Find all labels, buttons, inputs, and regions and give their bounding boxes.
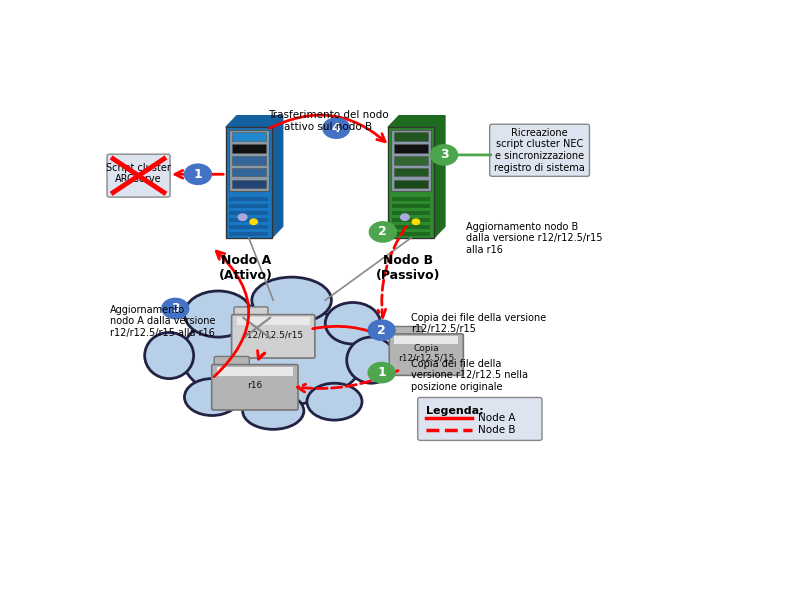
FancyBboxPatch shape: [229, 197, 268, 201]
Text: 1: 1: [194, 168, 202, 181]
FancyBboxPatch shape: [392, 211, 431, 214]
FancyBboxPatch shape: [236, 317, 310, 325]
FancyBboxPatch shape: [392, 225, 431, 229]
Ellipse shape: [243, 392, 304, 429]
Ellipse shape: [184, 379, 239, 416]
Text: 3: 3: [171, 302, 179, 315]
Text: Trasferimento del nodo
attivo sul nodo B: Trasferimento del nodo attivo sul nodo B: [268, 110, 389, 132]
Ellipse shape: [182, 305, 365, 406]
Circle shape: [431, 145, 457, 165]
FancyBboxPatch shape: [231, 314, 315, 358]
Text: r12/r12.5/r15: r12/r12.5/r15: [243, 331, 303, 340]
Text: 2: 2: [378, 323, 386, 337]
FancyBboxPatch shape: [394, 168, 428, 177]
Polygon shape: [226, 116, 283, 127]
Ellipse shape: [252, 277, 332, 323]
Polygon shape: [434, 116, 445, 238]
FancyBboxPatch shape: [394, 132, 428, 141]
FancyBboxPatch shape: [229, 225, 268, 229]
FancyBboxPatch shape: [229, 129, 269, 192]
FancyBboxPatch shape: [232, 144, 265, 153]
Ellipse shape: [307, 383, 362, 420]
Text: r16: r16: [247, 381, 262, 390]
FancyBboxPatch shape: [392, 218, 431, 222]
Text: Copia
r12/r12.5/15: Copia r12/r12.5/15: [398, 344, 454, 363]
Text: Nodo A
(Attivo): Nodo A (Attivo): [219, 254, 273, 282]
Circle shape: [250, 219, 258, 225]
Ellipse shape: [145, 332, 194, 379]
FancyBboxPatch shape: [392, 204, 431, 208]
Text: 3: 3: [440, 149, 449, 161]
Circle shape: [323, 118, 350, 138]
FancyBboxPatch shape: [232, 168, 265, 177]
Circle shape: [412, 219, 419, 225]
FancyBboxPatch shape: [216, 367, 293, 376]
Circle shape: [368, 362, 395, 383]
Circle shape: [368, 320, 395, 340]
Text: Node A: Node A: [478, 413, 516, 423]
FancyBboxPatch shape: [394, 144, 428, 153]
Text: Nodo B
(Passivo): Nodo B (Passivo): [376, 254, 440, 282]
FancyBboxPatch shape: [212, 365, 298, 410]
FancyBboxPatch shape: [394, 336, 458, 344]
FancyBboxPatch shape: [229, 218, 268, 222]
Text: Aggiornamento nodo B
dalla versione r12/r12.5/r15
alla r16: Aggiornamento nodo B dalla versione r12/…: [466, 222, 603, 255]
FancyBboxPatch shape: [229, 232, 268, 235]
Ellipse shape: [325, 302, 381, 344]
FancyBboxPatch shape: [234, 307, 268, 318]
FancyBboxPatch shape: [389, 334, 464, 376]
Text: Aggiornamento
nodo A dalla versione
r12/r12.5/r15 alla r16: Aggiornamento nodo A dalla versione r12/…: [110, 305, 215, 338]
Text: 2: 2: [378, 225, 387, 238]
FancyBboxPatch shape: [392, 232, 431, 235]
FancyBboxPatch shape: [232, 180, 265, 188]
FancyBboxPatch shape: [392, 197, 431, 201]
FancyBboxPatch shape: [107, 154, 170, 197]
FancyBboxPatch shape: [391, 129, 431, 192]
FancyBboxPatch shape: [394, 180, 428, 188]
Polygon shape: [388, 116, 445, 127]
FancyBboxPatch shape: [394, 156, 428, 165]
FancyBboxPatch shape: [229, 204, 268, 208]
FancyBboxPatch shape: [226, 127, 272, 238]
FancyBboxPatch shape: [392, 326, 422, 338]
Circle shape: [185, 164, 212, 184]
Text: 4: 4: [332, 122, 340, 135]
Polygon shape: [272, 116, 283, 238]
Circle shape: [370, 222, 397, 242]
FancyBboxPatch shape: [229, 211, 268, 214]
Text: Script cluster
ARCserve: Script cluster ARCserve: [106, 162, 171, 184]
Circle shape: [162, 298, 189, 319]
FancyBboxPatch shape: [490, 124, 589, 176]
FancyBboxPatch shape: [214, 356, 249, 368]
Text: Copia dei file della versione
r12/r12.5/r15: Copia dei file della versione r12/r12.5/…: [411, 313, 546, 334]
Ellipse shape: [347, 337, 396, 383]
FancyBboxPatch shape: [418, 398, 542, 440]
Text: Copia dei file della
versione r12/r12.5 nella
posizione originale: Copia dei file della versione r12/r12.5 …: [411, 359, 528, 392]
Ellipse shape: [184, 291, 252, 337]
Text: Ricreazione
script cluster NEC
e sincronizzazione
registro di sistema: Ricreazione script cluster NEC e sincron…: [495, 128, 585, 173]
Circle shape: [239, 214, 247, 220]
Text: 1: 1: [378, 366, 386, 379]
FancyBboxPatch shape: [232, 132, 265, 141]
FancyBboxPatch shape: [232, 156, 265, 165]
Text: Node B: Node B: [478, 425, 516, 435]
Text: Legenda:: Legenda:: [427, 406, 484, 416]
Circle shape: [401, 214, 409, 220]
FancyBboxPatch shape: [388, 127, 434, 238]
